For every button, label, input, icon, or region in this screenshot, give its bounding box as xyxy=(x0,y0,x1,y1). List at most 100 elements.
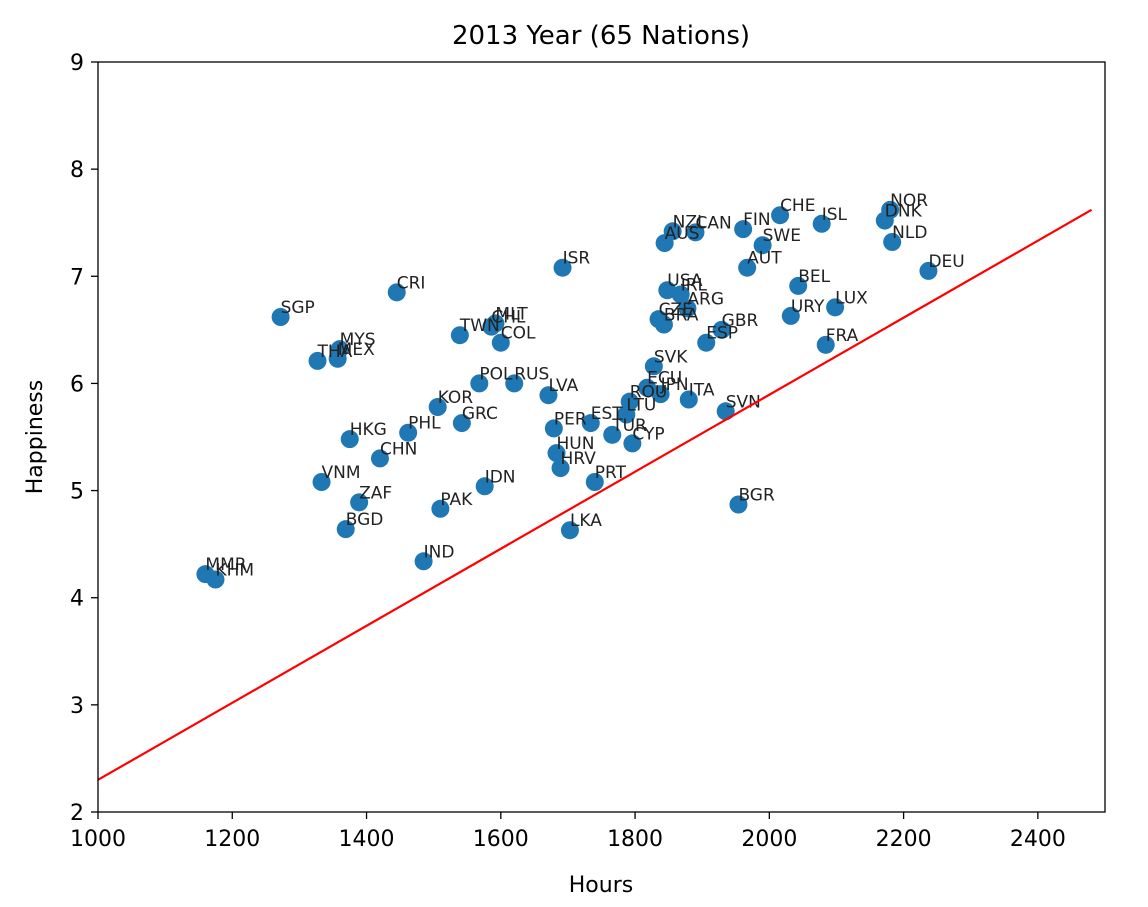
regression-line-layer xyxy=(97,208,1093,781)
point-mlt xyxy=(486,314,505,333)
point-label-gbr: GBR xyxy=(722,311,759,331)
point-che xyxy=(771,206,790,225)
point-label-mys: MYS xyxy=(340,330,376,350)
x-axis-label: Hours xyxy=(569,873,633,898)
point-label-esp: ESP xyxy=(706,324,738,344)
point-label-cyp: CYP xyxy=(632,424,664,444)
point-label-nld: NLD xyxy=(892,223,927,243)
point-esp xyxy=(697,333,716,352)
point-label-prt: PRT xyxy=(595,463,627,483)
point-phl xyxy=(399,423,418,442)
point-label-phl: PHL xyxy=(408,414,441,434)
point-label-arg: ARG xyxy=(687,289,724,309)
point-khm xyxy=(206,570,225,589)
y-tick-label-2: 2 xyxy=(70,801,84,826)
point-label-twn: TWN xyxy=(459,316,500,336)
point-hrv xyxy=(551,459,570,478)
x-tick-label-2200: 2200 xyxy=(876,827,932,852)
point-deu xyxy=(919,261,938,280)
point-label-mex: MEX xyxy=(338,340,375,360)
y-tick-label-6: 6 xyxy=(70,372,84,397)
point-twn xyxy=(450,326,469,345)
point-isr xyxy=(553,258,572,277)
point-label-ita: ITA xyxy=(689,381,715,401)
point-bgr xyxy=(729,495,748,514)
point-col xyxy=(491,333,510,352)
point-bgd xyxy=(336,520,355,539)
point-isl xyxy=(812,214,831,233)
point-cyp xyxy=(623,434,642,453)
point-label-irl: IRL xyxy=(681,276,708,296)
point-label-hun: HUN xyxy=(557,434,595,454)
point-label-ind: IND xyxy=(424,542,455,562)
point-nld xyxy=(883,233,902,251)
point-jpn xyxy=(651,385,670,404)
point-bel xyxy=(789,276,808,295)
y-tick-label-9: 9 xyxy=(70,51,84,76)
point-label-idn: IDN xyxy=(485,467,516,487)
point-label-rou: ROU xyxy=(630,383,668,403)
point-label-ury: URY xyxy=(791,297,825,317)
point-label-chn: CHN xyxy=(380,439,417,459)
y-axis-label: Happiness xyxy=(23,380,48,494)
y-tick-label-5: 5 xyxy=(70,480,84,505)
y-tick-label-3: 3 xyxy=(70,694,84,719)
point-label-lka: LKA xyxy=(570,511,602,531)
point-label-bra: BRA xyxy=(664,306,699,326)
point-fin xyxy=(734,220,753,239)
point-label-zaf: ZAF xyxy=(359,483,392,503)
point-label-usa: USA xyxy=(667,271,703,291)
point-prt xyxy=(585,473,604,491)
point-label-tha: THA xyxy=(317,342,353,362)
point-pak xyxy=(431,499,450,518)
point-grc xyxy=(452,414,471,433)
regression-line xyxy=(97,208,1093,781)
point-nor xyxy=(881,200,900,219)
point-lva xyxy=(539,386,558,405)
point-bra xyxy=(654,315,673,334)
point-label-hrv: HRV xyxy=(561,449,597,469)
point-pol xyxy=(470,374,489,393)
point-chn xyxy=(370,449,389,468)
point-label-swe: SWE xyxy=(763,226,801,246)
data-points xyxy=(196,200,938,589)
point-kor xyxy=(428,398,447,416)
point-ecu xyxy=(638,378,657,397)
point-label-aut: AUT xyxy=(747,249,782,269)
x-axis-ticks: 1000 1200 1400 1600 1800 2000 2200 2400 xyxy=(70,812,1066,852)
point-label-isr: ISR xyxy=(563,249,591,269)
point-est xyxy=(581,414,600,433)
point-label-vnm: VNM xyxy=(322,463,361,483)
point-label-aus: AUS xyxy=(665,224,700,244)
point-idn xyxy=(475,477,494,496)
point-label-cze: CZE xyxy=(659,300,693,320)
point-swe xyxy=(753,236,772,255)
point-hkg xyxy=(340,430,359,449)
point-per xyxy=(544,419,563,438)
point-label-mmr: MMR xyxy=(205,555,246,575)
point-tha xyxy=(308,351,327,370)
point-label-rus: RUS xyxy=(514,364,549,384)
point-label-dnk: DNK xyxy=(885,202,923,222)
point-label-ltu: LTU xyxy=(626,396,656,416)
point-label-hkg: HKG xyxy=(350,420,387,440)
point-label-che: CHE xyxy=(780,196,815,216)
point-arg xyxy=(678,299,697,318)
point-lux xyxy=(826,298,845,317)
point-gbr xyxy=(712,320,731,339)
point-irl xyxy=(671,285,690,304)
point-label-nzl: NZL xyxy=(673,212,707,232)
point-can xyxy=(686,223,705,242)
point-label-deu: DEU xyxy=(928,252,964,272)
point-zaf xyxy=(350,493,369,512)
point-tur xyxy=(603,425,622,444)
point-vnm xyxy=(312,473,331,491)
point-label-lux: LUX xyxy=(835,288,868,308)
point-sgp xyxy=(271,308,290,326)
point-label-bel: BEL xyxy=(798,267,830,287)
point-label-per: PER xyxy=(554,409,587,429)
point-label-can: CAN xyxy=(695,213,731,233)
point-svn xyxy=(716,402,735,421)
plot-frame xyxy=(97,61,1106,813)
